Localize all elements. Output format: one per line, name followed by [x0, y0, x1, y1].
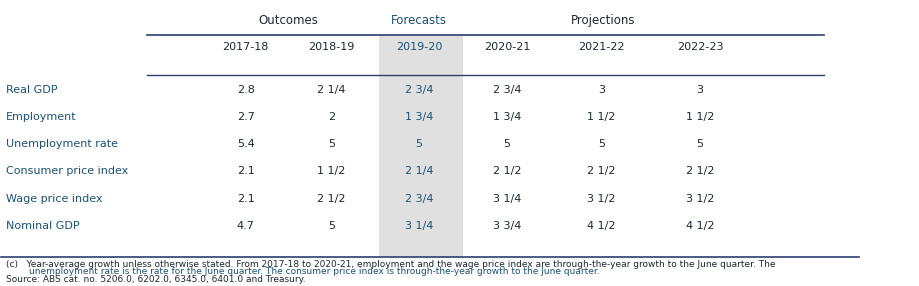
Text: 3 3/4: 3 3/4 [493, 221, 521, 231]
Text: 2.1: 2.1 [236, 166, 255, 176]
Text: 1 1/2: 1 1/2 [586, 112, 615, 122]
Text: 2.1: 2.1 [236, 194, 255, 204]
Text: 1 3/4: 1 3/4 [404, 112, 433, 122]
Text: Projections: Projections [571, 14, 635, 27]
Text: 2018-19: 2018-19 [308, 42, 354, 52]
Text: 2.8: 2.8 [236, 85, 255, 95]
Text: 2 1/4: 2 1/4 [317, 85, 346, 95]
Text: 3 1/2: 3 1/2 [586, 194, 615, 204]
Text: 2 1/2: 2 1/2 [317, 194, 346, 204]
Text: 2019-20: 2019-20 [395, 42, 441, 52]
Text: 2 3/4: 2 3/4 [404, 85, 433, 95]
Text: Employment: Employment [6, 112, 76, 122]
Text: 2021-22: 2021-22 [577, 42, 624, 52]
Text: 2022-23: 2022-23 [676, 42, 722, 52]
Text: 4 1/2: 4 1/2 [586, 221, 615, 231]
Text: 5: 5 [597, 139, 604, 149]
Text: 3: 3 [696, 85, 703, 95]
Text: 5: 5 [327, 139, 335, 149]
Text: 2 3/4: 2 3/4 [493, 85, 521, 95]
Text: Forecasts: Forecasts [391, 14, 447, 27]
Text: 2 1/4: 2 1/4 [404, 166, 433, 176]
Text: 3 1/2: 3 1/2 [685, 194, 713, 204]
Text: 1 1/2: 1 1/2 [317, 166, 346, 176]
Text: 4.7: 4.7 [236, 221, 255, 231]
Text: Source: ABS cat. no. 5206.0, 6202.0, 6345.0, 6401.0 and Treasury.: Source: ABS cat. no. 5206.0, 6202.0, 634… [6, 275, 305, 284]
FancyBboxPatch shape [378, 35, 462, 257]
Text: Nominal GDP: Nominal GDP [6, 221, 79, 231]
Text: Wage price index: Wage price index [6, 194, 102, 204]
Text: 2.7: 2.7 [236, 112, 255, 122]
Text: 5: 5 [327, 221, 335, 231]
Text: Unemployment rate: Unemployment rate [6, 139, 118, 149]
Text: 5: 5 [503, 139, 510, 149]
Text: 2 3/4: 2 3/4 [404, 194, 433, 204]
Text: 2017-18: 2017-18 [222, 42, 268, 52]
Text: 3: 3 [597, 85, 604, 95]
Text: 3 1/4: 3 1/4 [493, 194, 521, 204]
Text: Outcomes: Outcomes [258, 14, 318, 27]
Text: unemployment rate is the rate for the June quarter. The consumer price index is : unemployment rate is the rate for the Ju… [6, 267, 598, 277]
Text: Consumer price index: Consumer price index [6, 166, 128, 176]
Text: 2 1/2: 2 1/2 [685, 166, 713, 176]
Text: 3 1/4: 3 1/4 [404, 221, 433, 231]
Text: 4 1/2: 4 1/2 [685, 221, 713, 231]
Text: 2 1/2: 2 1/2 [493, 166, 521, 176]
Text: 5: 5 [696, 139, 703, 149]
Text: 2 1/2: 2 1/2 [586, 166, 615, 176]
Text: Real GDP: Real GDP [6, 85, 57, 95]
Text: (c)   Year-average growth unless otherwise stated. From 2017-18 to 2020-21, empl: (c) Year-average growth unless otherwise… [6, 260, 775, 269]
Text: 2: 2 [327, 112, 335, 122]
Text: 5.4: 5.4 [236, 139, 255, 149]
Text: 1 1/2: 1 1/2 [685, 112, 713, 122]
Text: 5: 5 [414, 139, 422, 149]
Text: 2020-21: 2020-21 [483, 42, 529, 52]
Text: 1 3/4: 1 3/4 [493, 112, 521, 122]
